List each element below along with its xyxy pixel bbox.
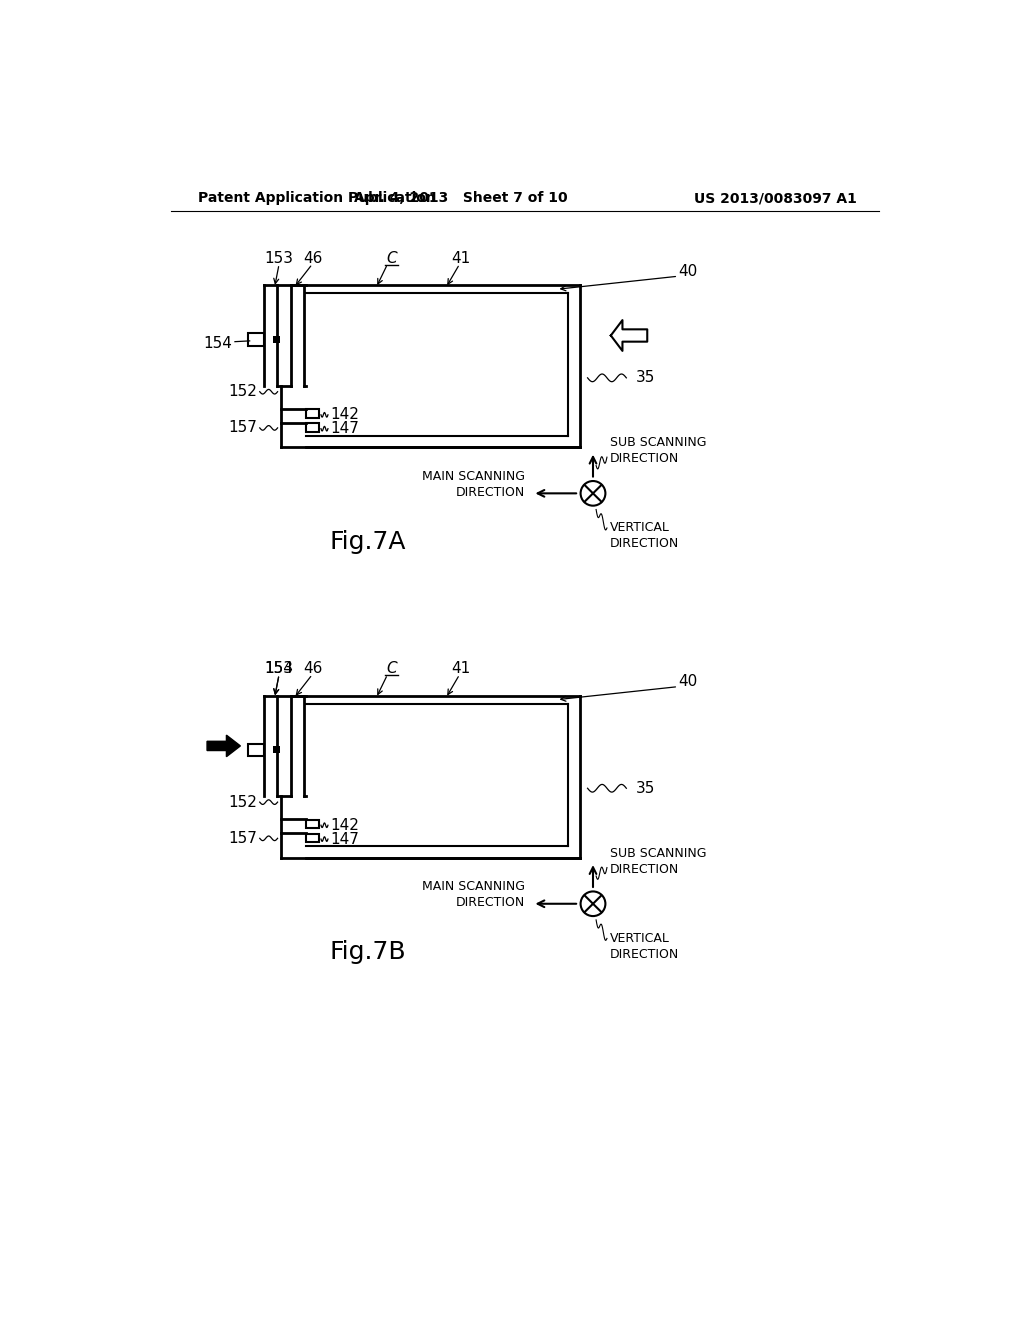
Text: 142: 142 bbox=[331, 408, 359, 422]
Text: 152: 152 bbox=[228, 384, 257, 399]
Text: 153: 153 bbox=[264, 251, 294, 267]
Text: 41: 41 bbox=[452, 251, 471, 267]
Text: 153: 153 bbox=[264, 661, 294, 676]
Bar bbox=[273, 746, 281, 754]
Polygon shape bbox=[207, 735, 241, 756]
Text: C: C bbox=[386, 251, 397, 267]
Text: 41: 41 bbox=[452, 661, 471, 676]
Text: MAIN SCANNING
DIRECTION: MAIN SCANNING DIRECTION bbox=[422, 470, 524, 499]
Text: Fig.7B: Fig.7B bbox=[330, 940, 407, 964]
Text: MAIN SCANNING
DIRECTION: MAIN SCANNING DIRECTION bbox=[422, 880, 524, 909]
Bar bbox=[248, 743, 263, 756]
Bar bbox=[273, 335, 281, 343]
Bar bbox=[306, 424, 318, 432]
Text: 46: 46 bbox=[303, 251, 323, 267]
Text: 157: 157 bbox=[228, 830, 257, 846]
Text: 46: 46 bbox=[303, 661, 323, 676]
Text: 154: 154 bbox=[204, 335, 232, 351]
Bar bbox=[306, 409, 318, 418]
Text: 142: 142 bbox=[331, 817, 359, 833]
Text: 147: 147 bbox=[331, 832, 359, 846]
Text: US 2013/0083097 A1: US 2013/0083097 A1 bbox=[693, 191, 856, 206]
Text: 147: 147 bbox=[331, 421, 359, 436]
Text: Fig.7A: Fig.7A bbox=[330, 529, 407, 554]
Text: 40: 40 bbox=[678, 675, 697, 689]
Bar bbox=[306, 834, 318, 842]
Text: 157: 157 bbox=[228, 420, 257, 436]
Text: 152: 152 bbox=[228, 795, 257, 809]
Text: SUB SCANNING
DIRECTION: SUB SCANNING DIRECTION bbox=[610, 437, 707, 466]
Text: Patent Application Publication: Patent Application Publication bbox=[198, 191, 435, 206]
Bar bbox=[306, 820, 318, 829]
Text: Apr. 4, 2013   Sheet 7 of 10: Apr. 4, 2013 Sheet 7 of 10 bbox=[354, 191, 568, 206]
Text: 154: 154 bbox=[264, 661, 294, 676]
Text: 40: 40 bbox=[678, 264, 697, 279]
Bar bbox=[248, 333, 263, 346]
Text: 35: 35 bbox=[636, 371, 655, 385]
Text: 35: 35 bbox=[636, 780, 655, 796]
Text: VERTICAL
DIRECTION: VERTICAL DIRECTION bbox=[610, 932, 679, 961]
Text: C: C bbox=[386, 661, 397, 676]
Text: SUB SCANNING
DIRECTION: SUB SCANNING DIRECTION bbox=[610, 847, 707, 876]
Text: VERTICAL
DIRECTION: VERTICAL DIRECTION bbox=[610, 521, 679, 550]
